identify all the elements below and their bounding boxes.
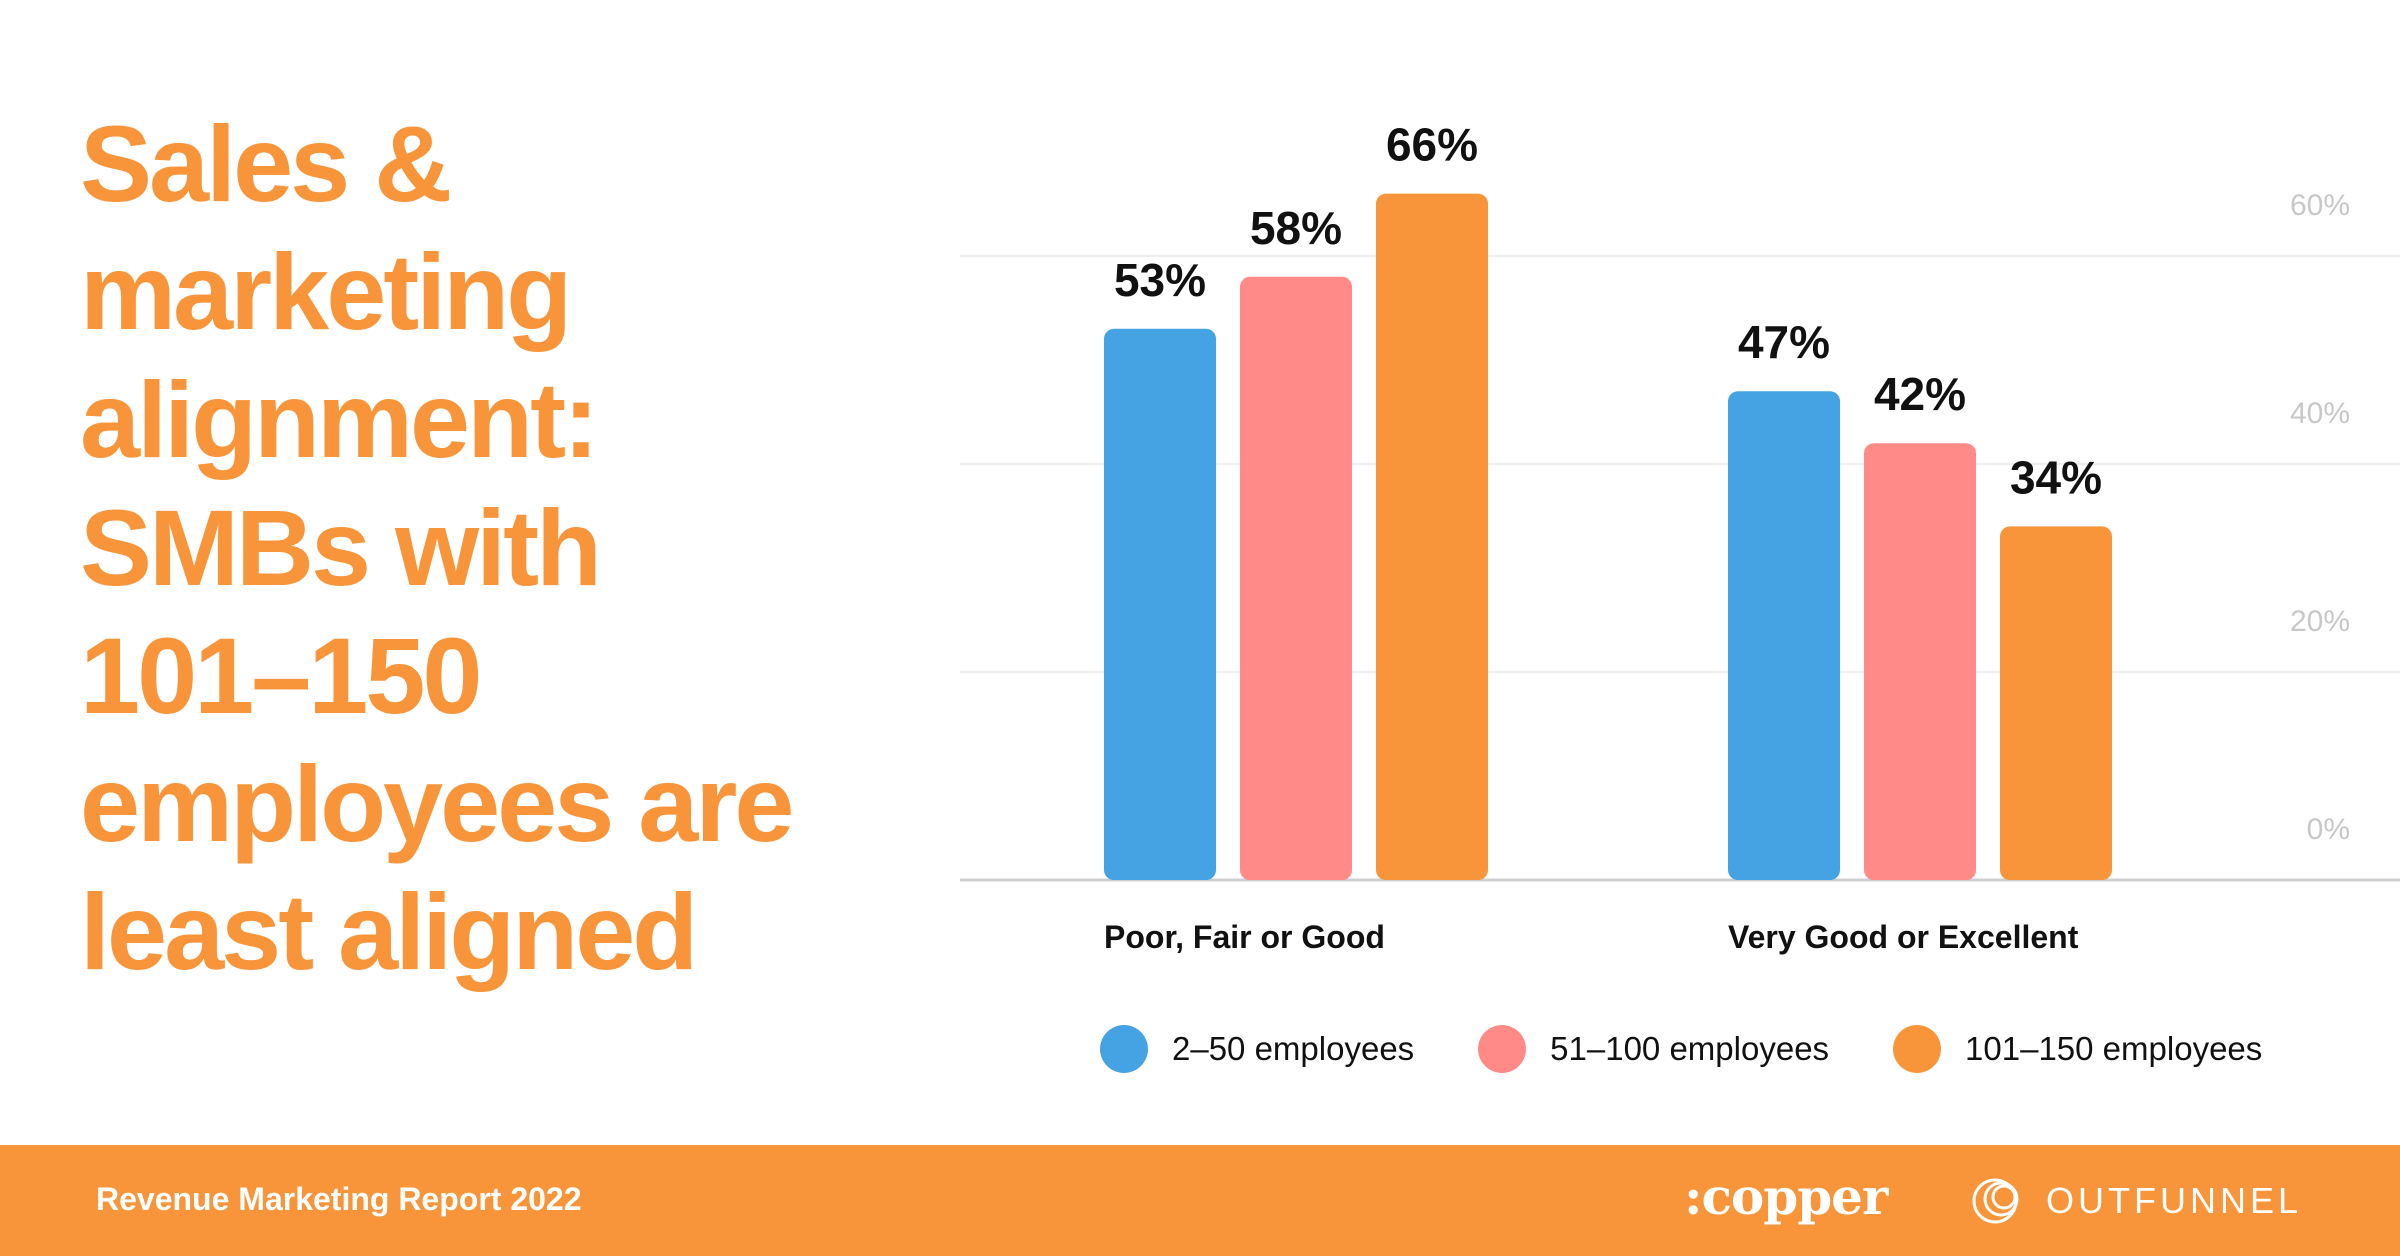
x-category-label: Poor, Fair or Good <box>1104 919 1385 955</box>
bar <box>1240 276 1352 880</box>
copper-logo: :copper <box>1684 1167 1888 1226</box>
bar-value-label: 58% <box>1250 202 1342 254</box>
x-category-label: Very Good or Excellent <box>1728 919 2079 955</box>
bar-chart: 0% 20% 40% 60% 53% 58% 66% Poor, Fair or Good 47… <box>960 119 2400 955</box>
outfunnel-rings-icon <box>1972 1178 2019 1224</box>
bar <box>1104 328 1216 880</box>
legend-item-51-100: 51–100 employees <box>1478 1025 1829 1073</box>
y-tick-label: 20% <box>2290 605 2350 638</box>
circle-dot-icon <box>1100 1025 1148 1073</box>
legend-label: 2–50 employees <box>1172 1030 1415 1067</box>
bar <box>1376 193 1488 881</box>
circle-dot-icon <box>1893 1025 1942 1073</box>
y-tick-label: 60% <box>2290 189 2350 222</box>
headline-line: marketing <box>80 231 572 352</box>
headline-line: alignment: <box>80 359 599 480</box>
bar <box>1864 443 1976 880</box>
bar-value-label: 34% <box>2010 451 2102 503</box>
bar <box>2000 526 2112 880</box>
bar-value-label: 53% <box>1114 254 1206 306</box>
bar-value-label: 66% <box>1386 119 1478 171</box>
bar-value-label: 47% <box>1738 316 1830 368</box>
outfunnel-logo-text: OUTFUNNEL <box>2046 1180 2303 1221</box>
y-tick-label: 0% <box>2307 813 2350 846</box>
bar <box>1728 391 1840 880</box>
headline: Sales & marketing alignment: SMBs with 1… <box>80 100 900 996</box>
headline-line: least aligned <box>80 871 698 992</box>
footer-bar: Revenue Marketing Report 2022 :copper OU… <box>0 1145 2400 1256</box>
legend-item-101-150: 101–150 employees <box>1893 1025 2262 1073</box>
y-tick-label: 40% <box>2290 397 2350 430</box>
legend-label: 51–100 employees <box>1550 1030 1830 1067</box>
bar-value-label: 42% <box>1874 368 1966 420</box>
headline-line: 101–150 <box>80 615 482 736</box>
legend-item-2-50: 2–50 employees <box>1100 1025 1414 1073</box>
legend-label: 101–150 employees <box>1965 1030 2263 1067</box>
headline-line: SMBs with <box>80 487 602 608</box>
chart-legend: 2–50 employees 51–100 employees 101–150 … <box>1100 1023 2326 1075</box>
headline-line: Sales & <box>80 103 452 224</box>
report-title: Revenue Marketing Report 2022 <box>96 1181 582 1217</box>
circle-dot-icon <box>1478 1025 1527 1073</box>
outfunnel-logo: OUTFUNNEL <box>1968 1175 2302 1227</box>
headline-line: employees are <box>80 743 794 864</box>
